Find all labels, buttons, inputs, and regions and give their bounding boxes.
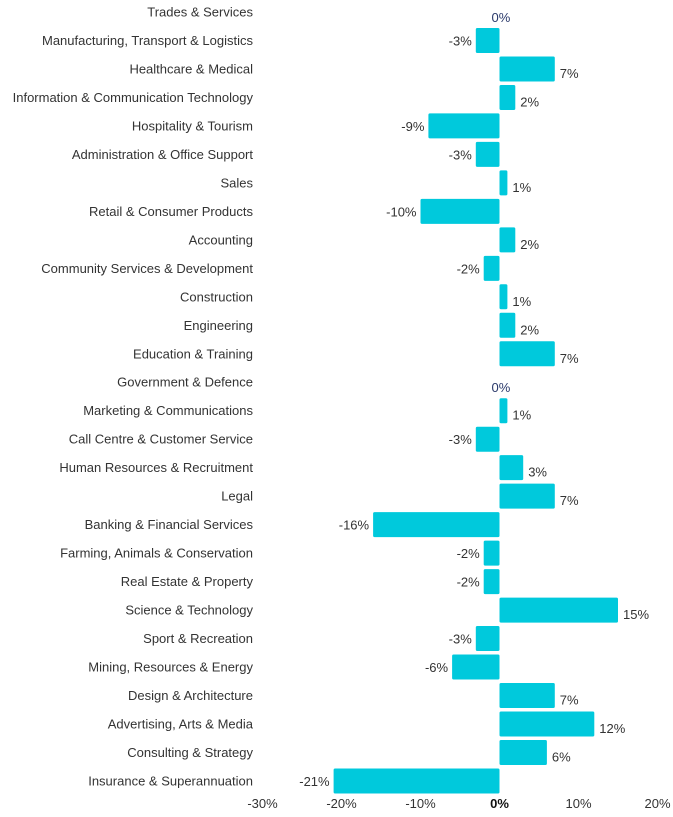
category-label: Trades & Services [147, 5, 253, 20]
category-label: Education & Training [133, 346, 253, 361]
value-label: -2% [457, 546, 481, 561]
category-label: Legal [221, 489, 253, 504]
bar [333, 768, 500, 794]
category-label: Farming, Animals & Conservation [60, 546, 253, 561]
value-label: 7% [560, 66, 579, 81]
bar [499, 683, 555, 709]
value-label: 0% [492, 380, 511, 395]
category-label: Construction [180, 289, 253, 304]
category-label: Accounting [189, 232, 253, 247]
value-label: 1% [512, 180, 531, 195]
x-tick-label: 20% [644, 796, 670, 811]
value-label: 2% [520, 237, 539, 252]
bar [428, 113, 500, 139]
category-label: Manufacturing, Transport & Logistics [42, 33, 253, 48]
category-label: Healthcare & Medical [129, 61, 253, 76]
category-label: Consulting & Strategy [127, 745, 253, 760]
bar [499, 84, 516, 110]
category-label: Retail & Consumer Products [89, 204, 254, 219]
category-label: Call Centre & Customer Service [69, 432, 253, 447]
x-tick-label: -10% [405, 796, 436, 811]
category-label: Banking & Financial Services [85, 517, 254, 532]
category-label: Hospitality & Tourism [132, 118, 253, 133]
bar [452, 654, 500, 680]
category-label: Sales [220, 175, 253, 190]
bar [499, 341, 555, 367]
x-tick-label: -30% [247, 796, 278, 811]
category-label: Engineering [184, 318, 253, 333]
bar [483, 540, 500, 566]
category-label: Insurance & Superannuation [88, 773, 253, 788]
bar [499, 711, 595, 737]
value-label: 2% [520, 94, 539, 109]
bar [483, 569, 500, 595]
value-label: -3% [449, 33, 473, 48]
x-tick-label: 0% [490, 796, 509, 811]
category-label: Administration & Office Support [72, 147, 254, 162]
x-tick-label: -20% [326, 796, 357, 811]
category-label: Mining, Resources & Energy [88, 660, 253, 675]
value-label: 7% [560, 493, 579, 508]
category-label: Human Resources & Recruitment [59, 460, 253, 475]
bar [373, 512, 500, 538]
bar [499, 56, 555, 82]
category-label: Advertising, Arts & Media [108, 717, 254, 732]
value-label: -9% [401, 119, 425, 134]
value-label: 6% [552, 749, 571, 764]
value-label: 1% [512, 294, 531, 309]
value-label: 7% [560, 351, 579, 366]
value-label: -3% [449, 632, 473, 647]
value-label: 7% [560, 693, 579, 708]
bar [499, 483, 555, 509]
bar [475, 27, 500, 53]
value-label: -21% [299, 774, 330, 789]
category-label: Design & Architecture [128, 688, 253, 703]
value-label: -6% [425, 660, 449, 675]
category-label: Sport & Recreation [143, 631, 253, 646]
bar [499, 312, 516, 338]
value-label: 0% [492, 10, 511, 25]
bar [499, 398, 508, 424]
bar [499, 455, 524, 481]
category-label: Community Services & Development [41, 261, 253, 276]
bar [499, 597, 618, 623]
value-label: 1% [512, 408, 531, 423]
value-label: 2% [520, 322, 539, 337]
bar [499, 284, 508, 310]
category-label: Real Estate & Property [121, 574, 254, 589]
category-label: Government & Defence [117, 375, 253, 390]
bar [499, 739, 547, 765]
category-label: Information & Communication Technology [13, 90, 254, 105]
value-label: -3% [449, 147, 473, 162]
value-label: -2% [457, 575, 481, 590]
bar [420, 198, 500, 224]
bar [475, 426, 500, 452]
category-label: Marketing & Communications [83, 403, 253, 418]
bar [499, 227, 516, 253]
x-tick-label: 10% [565, 796, 591, 811]
value-label: 12% [599, 721, 625, 736]
value-label: -3% [449, 432, 473, 447]
value-label: 3% [528, 465, 547, 480]
value-label: -16% [339, 518, 370, 533]
bar [499, 170, 508, 196]
bar [475, 141, 500, 167]
bar [483, 255, 500, 281]
value-label: -10% [386, 204, 417, 219]
value-label: -2% [457, 261, 481, 276]
category-label: Science & Technology [125, 603, 253, 618]
value-label: 15% [623, 607, 649, 622]
bar [475, 626, 500, 652]
